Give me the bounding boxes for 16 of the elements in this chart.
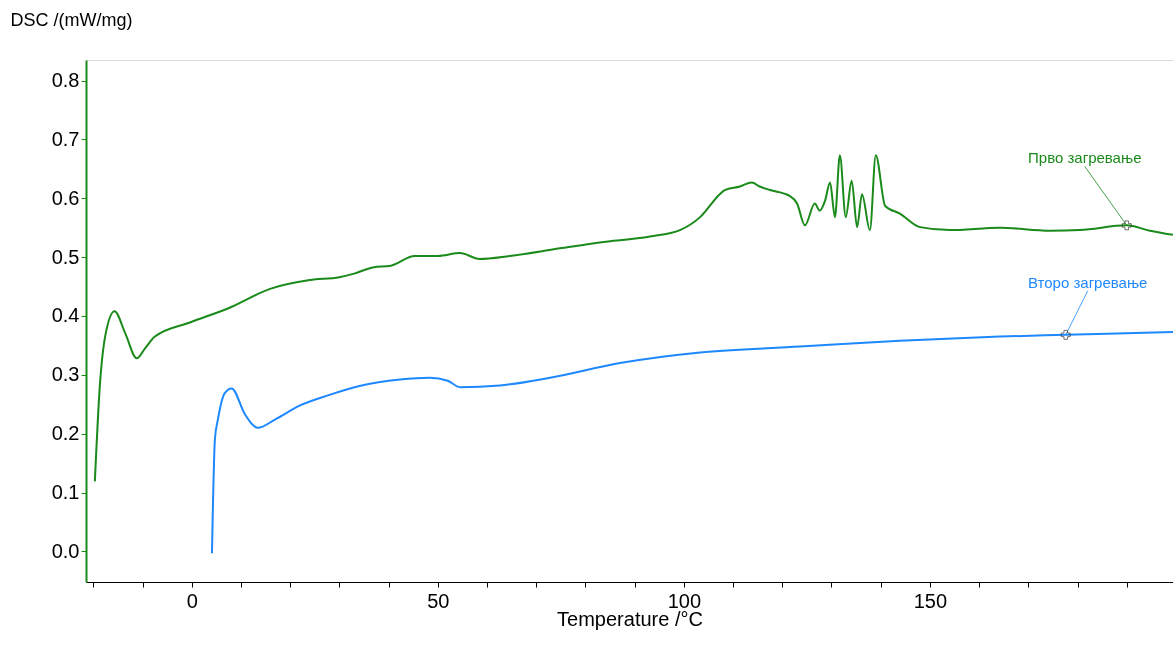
y-tick-label: 0.8: [51, 69, 80, 92]
y-tick-label: 0.7: [51, 127, 80, 150]
y-tick-label: 0.2: [51, 422, 80, 445]
y-tick-label: 0.4: [51, 304, 80, 327]
y-tick-label: 0.6: [51, 186, 80, 209]
y-axis-title: DSC /(mW/mg): [10, 9, 133, 30]
y-tick-label: 0.3: [51, 363, 80, 386]
x-tick-label: 150: [913, 589, 948, 612]
x-tick-label: 50: [427, 589, 450, 612]
y-tick-label: 0.0: [51, 539, 80, 562]
annotation: Прво загревање: [1028, 149, 1142, 167]
y-tick-label: 0.1: [51, 481, 80, 504]
annotation: Второ загревање: [1028, 273, 1148, 291]
line-series: [93, 154, 1173, 483]
x-tick-label: 0: [186, 589, 198, 612]
y-tick-label: 0.5: [51, 245, 80, 268]
